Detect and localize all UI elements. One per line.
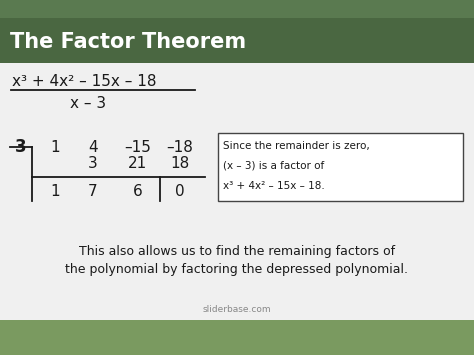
Bar [0,320,474,355]
Text: 3: 3 [88,155,98,170]
Text: 1: 1 [50,140,60,154]
Text: 6: 6 [133,184,143,198]
Text: the polynomial by factoring the depressed polynomial.: the polynomial by factoring the depresse… [65,263,409,277]
Text: 3: 3 [15,138,27,156]
Text: 18: 18 [170,155,190,170]
Text: 21: 21 [128,155,147,170]
Text: 0: 0 [175,184,185,198]
Text: 7: 7 [88,184,98,198]
Bar [0,0,474,18]
Bar [0,18,474,63]
Text: x – 3: x – 3 [70,97,106,111]
Text: (x – 3) is a factor of: (x – 3) is a factor of [223,161,324,171]
FancyBboxPatch shape [218,133,463,201]
Text: sliderbase.com: sliderbase.com [203,306,271,315]
Text: The Factor Theorem: The Factor Theorem [10,32,246,51]
Text: This also allows us to find the remaining factors of: This also allows us to find the remainin… [79,246,395,258]
Text: 4: 4 [88,140,98,154]
Text: x³ + 4x² – 15x – 18: x³ + 4x² – 15x – 18 [12,75,156,89]
Text: Since the remainder is zero,: Since the remainder is zero, [223,141,370,151]
Text: 1: 1 [50,184,60,198]
Text: –15: –15 [125,140,151,154]
Text: x³ + 4x² – 15x – 18.: x³ + 4x² – 15x – 18. [223,181,325,191]
Text: –18: –18 [166,140,193,154]
